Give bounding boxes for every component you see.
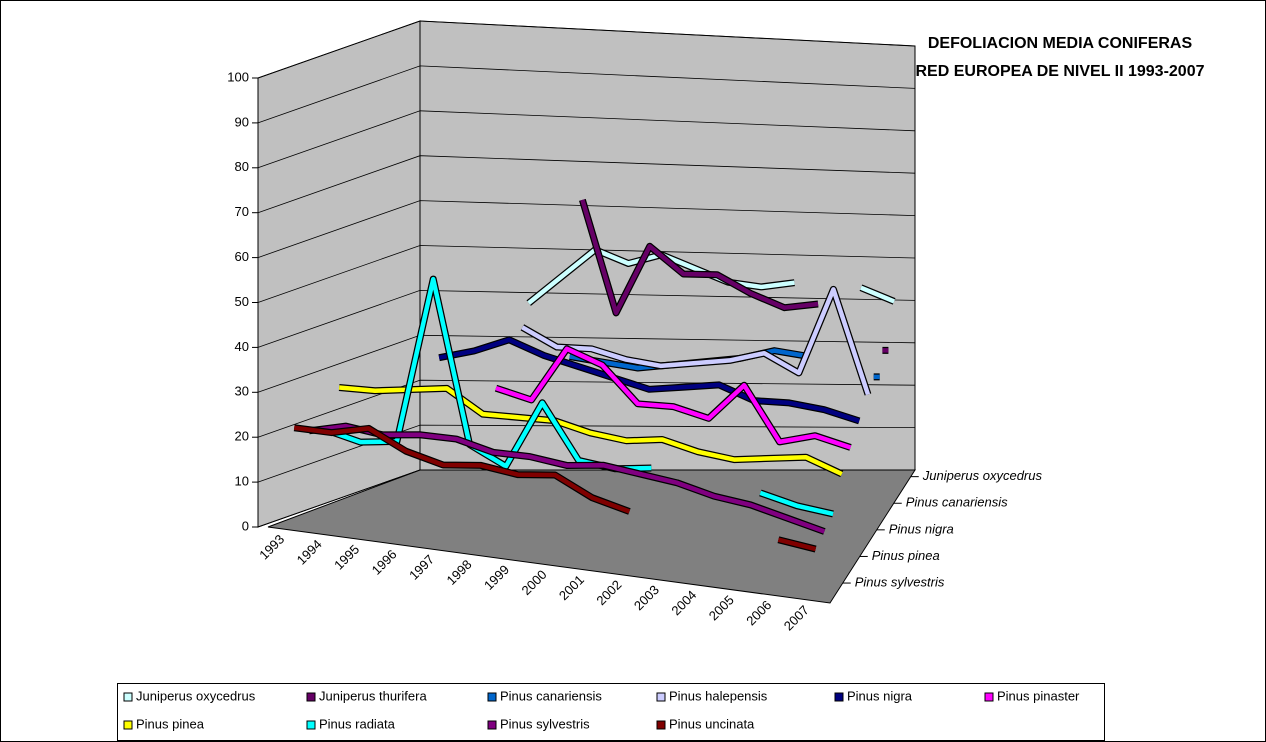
- grid-line: [257, 200, 916, 258]
- legend-swatch: [656, 692, 666, 702]
- legend-label: Pinus sylvestris: [500, 716, 590, 731]
- legend: Juniperus oxycedrus Juniperus thurifera Pi…: [117, 683, 1105, 741]
- y-tick-label: 20: [235, 429, 249, 444]
- legend-swatch: [123, 692, 133, 702]
- grid-line: [257, 379, 916, 438]
- y-tick-label: 100: [227, 69, 249, 84]
- series-line: [521, 287, 871, 396]
- legend-swatch: [487, 720, 497, 730]
- z-tick-label: Juniperus oxycedrus: [922, 468, 1043, 483]
- series-line: [338, 385, 843, 477]
- legend-label: Pinus uncinata: [669, 716, 755, 731]
- series-line: [580, 199, 889, 353]
- chart-subtitle: RED EUROPEA DE NIVEL II 1993-2007: [916, 63, 1205, 80]
- grid-line: [257, 469, 915, 528]
- z-tick-label: Pinus sylvestris: [855, 574, 945, 589]
- legend-box: [117, 683, 1105, 741]
- legend-label: Pinus pinaster: [997, 688, 1080, 703]
- legend-swatch: [306, 720, 316, 730]
- legend-label: Pinus halepensis: [669, 688, 768, 703]
- grid-line: [257, 155, 916, 214]
- z-tick-label: Pinus pinea: [872, 548, 940, 563]
- grid-line: [257, 20, 916, 79]
- grid-line: [257, 424, 916, 483]
- series-line: [293, 425, 817, 552]
- y-tick-label: 10: [235, 474, 249, 489]
- legend-label: Pinus pinea: [136, 716, 205, 731]
- series-line: [495, 346, 852, 450]
- legend-swatch: [487, 692, 497, 702]
- grid-line: [257, 65, 916, 124]
- legend-label: Juniperus thurifera: [319, 688, 427, 703]
- y-tick-label: 40: [235, 339, 249, 354]
- y-tick-label: 90: [235, 114, 249, 129]
- y-tick-label: 80: [235, 159, 249, 174]
- z-tick-label: Pinus nigra: [889, 521, 954, 536]
- y-tick-label: 50: [235, 294, 249, 309]
- legend-swatch: [656, 720, 666, 730]
- legend-label: Pinus nigra: [847, 688, 913, 703]
- chart-title: DEFOLIACION MEDIA CONIFERAS: [928, 35, 1193, 52]
- series-line: [438, 337, 860, 424]
- y-tick-label: 0: [242, 518, 249, 533]
- series-line: [308, 423, 826, 534]
- y-tick-label: 70: [235, 204, 249, 219]
- legend-label: Pinus canariensis: [500, 688, 602, 703]
- legend-label: Pinus radiata: [319, 716, 396, 731]
- legend-swatch: [306, 692, 316, 702]
- z-tick-label: Pinus canariensis: [906, 495, 1008, 510]
- legend-swatch: [984, 692, 994, 702]
- legend-swatch: [123, 720, 133, 730]
- y-tick-label: 60: [235, 249, 249, 264]
- legend-label: Juniperus oxycedrus: [136, 688, 256, 703]
- grid-line: [257, 289, 916, 348]
- legend-swatch: [834, 692, 844, 702]
- grid-line: [257, 110, 916, 169]
- grid-line: [257, 245, 916, 303]
- y-tick-label: 30: [235, 384, 249, 399]
